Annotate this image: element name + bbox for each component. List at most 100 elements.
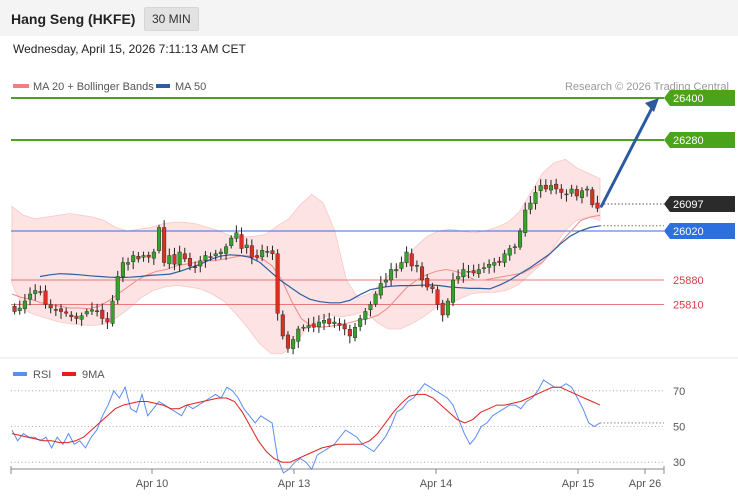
ma20-line bbox=[11, 214, 601, 328]
candle-body bbox=[285, 334, 290, 349]
candle-body bbox=[363, 311, 368, 320]
projection-arrow bbox=[599, 102, 656, 208]
candle-body bbox=[311, 323, 316, 328]
candle-body bbox=[368, 304, 373, 310]
legend-swatch-ma20 bbox=[13, 84, 29, 88]
level-tag-26097 bbox=[664, 196, 735, 213]
candle-body bbox=[445, 300, 450, 316]
candle-body bbox=[538, 185, 543, 191]
top-bar bbox=[0, 0, 738, 36]
candle-body bbox=[466, 271, 471, 273]
level-label-26400: 26400 bbox=[673, 93, 704, 105]
level-label-26280: 26280 bbox=[673, 135, 704, 147]
candle-body bbox=[167, 255, 172, 265]
candle-body bbox=[456, 276, 461, 280]
candle-body bbox=[22, 300, 27, 309]
candle-body bbox=[404, 251, 409, 264]
level-label-25810: 25810 bbox=[673, 300, 704, 312]
candle-body bbox=[110, 300, 115, 324]
candle-body bbox=[327, 318, 332, 324]
candle-body bbox=[84, 311, 89, 315]
candle-body bbox=[564, 193, 569, 196]
datetime-label: Wednesday, April 15, 2026 7:11:13 AM CET bbox=[13, 42, 246, 56]
candle-body bbox=[420, 266, 425, 281]
projection-arrowhead bbox=[645, 98, 659, 112]
x-axis: Apr 10 Apr 13 Apr 14 Apr 15 Apr 26 bbox=[10, 466, 665, 490]
level-tag-26280 bbox=[664, 132, 735, 148]
candle-body bbox=[533, 192, 538, 204]
candle-body bbox=[296, 328, 301, 342]
candle-body bbox=[548, 185, 554, 191]
legend-swatch-9ma bbox=[62, 372, 76, 376]
candle-body bbox=[239, 234, 244, 249]
candle-body bbox=[569, 188, 574, 194]
x-tick-label: Apr 10 bbox=[136, 478, 168, 490]
candle-body bbox=[595, 202, 600, 209]
candle-body bbox=[450, 279, 456, 303]
candle-body bbox=[177, 251, 182, 265]
timeframe-badge[interactable]: 30 MIN bbox=[144, 7, 199, 31]
candle-body bbox=[64, 311, 69, 314]
candle-body bbox=[74, 315, 79, 319]
candle-body bbox=[234, 232, 239, 239]
candle-body bbox=[394, 269, 399, 272]
candle-body bbox=[378, 283, 383, 296]
candle-body bbox=[389, 269, 394, 281]
candle-body bbox=[95, 310, 100, 312]
candle-body bbox=[162, 227, 167, 263]
legend-swatch-rsi bbox=[13, 372, 27, 376]
candle-body bbox=[100, 309, 105, 319]
legend-9ma-label: 9MA bbox=[82, 369, 105, 381]
level-label-26020: 26020 bbox=[673, 226, 704, 238]
candle-body bbox=[79, 315, 84, 320]
candle-body bbox=[435, 289, 440, 305]
candle-body bbox=[172, 254, 177, 265]
candle-body bbox=[58, 308, 64, 312]
candle-body bbox=[146, 254, 151, 258]
candle-body bbox=[322, 320, 327, 324]
candle-body bbox=[590, 189, 595, 205]
candle-body bbox=[38, 291, 43, 293]
level-label-25880: 25880 bbox=[673, 275, 704, 287]
candle-body bbox=[218, 251, 223, 254]
candle-body bbox=[193, 266, 198, 268]
candle-body bbox=[120, 262, 125, 278]
candle-body bbox=[301, 327, 306, 329]
candle-body bbox=[342, 324, 347, 330]
candle-body bbox=[373, 293, 378, 305]
candle-body bbox=[559, 188, 564, 193]
candle-body bbox=[430, 286, 435, 289]
candle-body bbox=[497, 260, 502, 263]
candle-body bbox=[182, 253, 187, 260]
candle-body bbox=[249, 245, 254, 258]
candle-body bbox=[316, 321, 321, 328]
level-tag-26020 bbox=[664, 223, 735, 239]
candle-body bbox=[440, 302, 445, 316]
candle-body bbox=[254, 255, 260, 258]
candle-body bbox=[213, 253, 218, 257]
candle-body bbox=[48, 304, 53, 309]
candle-body bbox=[352, 327, 358, 338]
level-label-26097: 26097 bbox=[673, 199, 704, 211]
rsi-line bbox=[11, 379, 601, 474]
candle-body bbox=[523, 209, 528, 233]
rsi-chart: 70 50 30 bbox=[11, 379, 685, 474]
candle-body bbox=[136, 256, 141, 260]
candle-body bbox=[187, 258, 192, 267]
candle-body bbox=[528, 202, 533, 210]
x-tick-label: Apr 26 bbox=[629, 478, 661, 490]
candle-body bbox=[53, 309, 58, 311]
legend-rsi-label: RSI bbox=[33, 369, 51, 381]
candle-body bbox=[507, 248, 512, 256]
x-tick-label: Apr 14 bbox=[420, 478, 452, 490]
candle-body bbox=[306, 325, 311, 329]
candle-body bbox=[502, 253, 507, 263]
candle-body bbox=[12, 306, 17, 312]
legend-ma20-label: MA 20 + Bollinger Bands bbox=[33, 81, 154, 93]
level-tag-26400 bbox=[664, 90, 735, 106]
candle-body bbox=[105, 318, 110, 323]
legend-swatch-ma50 bbox=[156, 84, 170, 88]
price-chart: 26400 26280 26097 26020 25880 25810 bbox=[11, 90, 735, 355]
candle-body bbox=[275, 253, 280, 314]
